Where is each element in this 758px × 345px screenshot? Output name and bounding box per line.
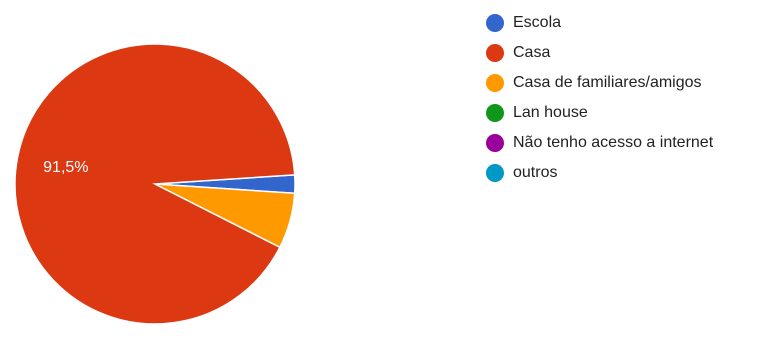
legend-item: Lan house [486, 98, 713, 128]
chart-legend: Escola Casa Casa de familiares/amigos Lan h… [486, 8, 713, 188]
legend-label: Escola [513, 14, 562, 31]
data-label: 91,5% [43, 159, 88, 176]
pie-slice-casa-de-familiares-amigos [154, 183, 296, 249]
legend-item: outros [486, 158, 713, 188]
legend-label: Lan house [513, 104, 588, 121]
legend-item: Não tenho acesso a internet [486, 128, 713, 158]
legend-item: Casa de familiares/amigos [486, 68, 713, 98]
legend-swatch [486, 44, 504, 62]
legend-label: Não tenho acesso a internet [513, 134, 714, 151]
legend-label: Casa [513, 44, 551, 61]
legend-swatch [486, 74, 504, 92]
legend-label: Casa de familiares/amigos [513, 74, 702, 91]
legend-item: Escola [486, 8, 713, 38]
legend-swatch [486, 14, 504, 32]
legend-swatch [486, 134, 504, 152]
legend-swatch [486, 164, 504, 182]
legend-item: Casa [486, 38, 713, 68]
legend-swatch [486, 104, 504, 122]
legend-label: outros [513, 164, 558, 181]
